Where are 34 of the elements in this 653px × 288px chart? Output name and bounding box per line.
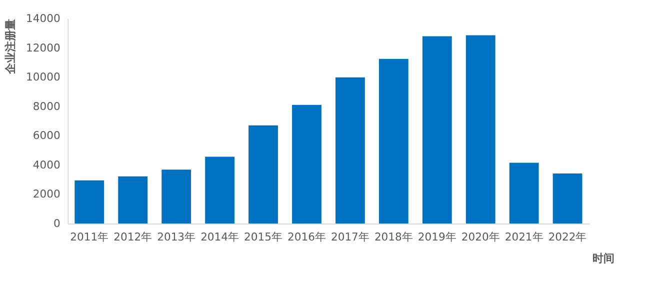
y-tick-label: 12000 (26, 41, 60, 54)
y-tick-label: 14000 (26, 12, 60, 26)
bar (205, 156, 234, 224)
bar (292, 104, 322, 224)
x-tick-label: 2015年 (244, 230, 282, 244)
x-tick-label: 2016年 (288, 230, 326, 244)
y-tick-label: 6000 (32, 129, 60, 142)
x-tick-label: 2011年 (70, 230, 109, 244)
bar (248, 125, 278, 224)
y-tick-label: 8000 (32, 100, 60, 113)
bar (378, 58, 408, 224)
bar (335, 77, 365, 224)
y-tick-label: 10000 (26, 70, 60, 84)
bar (509, 162, 539, 224)
bar (466, 35, 496, 224)
bar (552, 173, 582, 224)
bar (118, 176, 148, 224)
y-axis-title: 企业注册量 (4, 19, 18, 76)
x-tick-label: 2014年 (200, 230, 239, 244)
bar (162, 170, 192, 224)
x-tick-label: 2018年 (374, 230, 413, 244)
x-tick-label: 2013年 (157, 230, 196, 244)
y-tick-label: 2000 (32, 188, 60, 201)
x-tick-label: 2017年 (330, 230, 370, 244)
x-tick-label: 2019年 (418, 230, 456, 244)
x-axis-title: 时间 (592, 252, 615, 266)
x-tick-label: 2020年 (461, 230, 500, 244)
y-tick-label: 4000 (32, 158, 60, 172)
y-tick-label: 0 (53, 216, 60, 230)
bar (74, 180, 104, 224)
bar (422, 36, 452, 224)
x-tick-label: 2012年 (114, 230, 152, 244)
x-tick-label: 2022年 (548, 230, 587, 244)
x-tick-label: 2021年 (504, 230, 544, 244)
